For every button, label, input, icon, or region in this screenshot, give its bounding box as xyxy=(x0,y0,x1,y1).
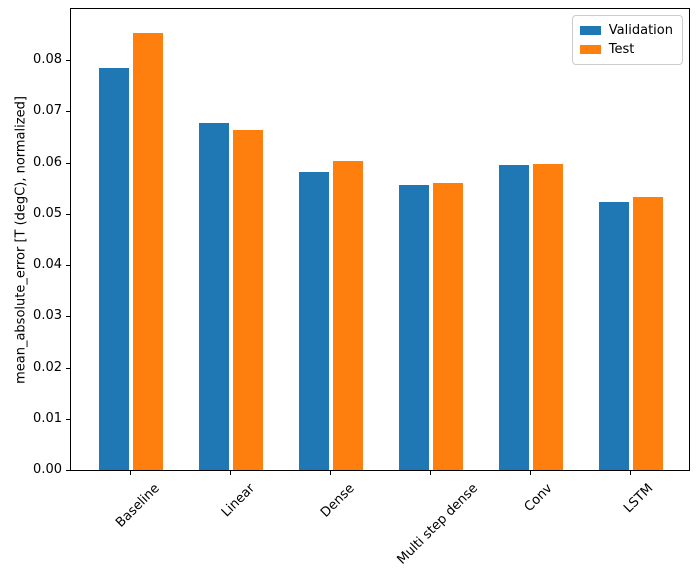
y-tick-mark xyxy=(66,265,70,267)
x-tick-label-4: Conv xyxy=(521,481,556,515)
y-tick-mark xyxy=(66,162,70,164)
legend-swatch-test xyxy=(579,45,601,54)
bar-test-4 xyxy=(533,164,563,470)
bar-validation-5 xyxy=(599,202,629,470)
y-tick-mark xyxy=(66,418,70,420)
x-tick-label-1: Linear xyxy=(218,481,258,521)
bar-test-3 xyxy=(433,183,463,470)
y-tick-label: 0.01 xyxy=(33,410,62,426)
bar-test-1 xyxy=(233,130,263,470)
y-tick-mark xyxy=(66,60,70,62)
x-tick-mark xyxy=(430,471,431,475)
y-tick-label: 0.05 xyxy=(33,205,62,221)
y-tick-label: 0.08 xyxy=(33,52,62,68)
legend-item-validation: Validation xyxy=(579,21,673,40)
y-tick-label: 0.03 xyxy=(33,308,62,324)
bar-validation-1 xyxy=(199,123,229,470)
y-tick-label: 0.00 xyxy=(33,462,62,477)
bar-validation-0 xyxy=(99,68,129,470)
x-tick-mark xyxy=(530,471,531,475)
y-tick-mark xyxy=(66,367,70,369)
bar-test-0 xyxy=(133,33,163,470)
x-tick-label-5: LSTM xyxy=(620,481,656,517)
bar-test-2 xyxy=(333,161,363,470)
x-tick-mark xyxy=(630,471,631,475)
y-tick-label: 0.07 xyxy=(33,103,62,119)
y-tick-label: 0.02 xyxy=(33,359,62,375)
y-tick-mark xyxy=(66,213,70,215)
bar-validation-2 xyxy=(299,172,329,470)
x-tick-label-2: Dense xyxy=(318,481,359,521)
plot-area xyxy=(70,8,690,471)
bar-validation-4 xyxy=(499,165,529,470)
x-tick-mark xyxy=(230,471,231,475)
x-tick-label-0: Baseline xyxy=(113,481,164,531)
legend-swatch-validation xyxy=(579,26,601,35)
bar-validation-3 xyxy=(399,185,429,470)
y-tick-label: 0.06 xyxy=(33,154,62,170)
y-tick-label: 0.04 xyxy=(33,257,62,273)
bar-test-5 xyxy=(633,197,663,470)
x-tick-mark xyxy=(130,471,131,475)
legend: Validation Test xyxy=(571,15,683,65)
legend-item-test: Test xyxy=(579,40,673,59)
y-tick-mark xyxy=(66,470,70,471)
legend-label-validation: Validation xyxy=(608,22,673,38)
legend-label-test: Test xyxy=(608,41,635,57)
x-tick-label-3: Multi step dense xyxy=(394,481,482,568)
y-tick-mark xyxy=(66,111,70,113)
x-tick-mark xyxy=(330,471,331,475)
y-axis-label: mean_absolute_error [T (degC), normalize… xyxy=(13,96,29,384)
y-tick-mark xyxy=(66,316,70,318)
